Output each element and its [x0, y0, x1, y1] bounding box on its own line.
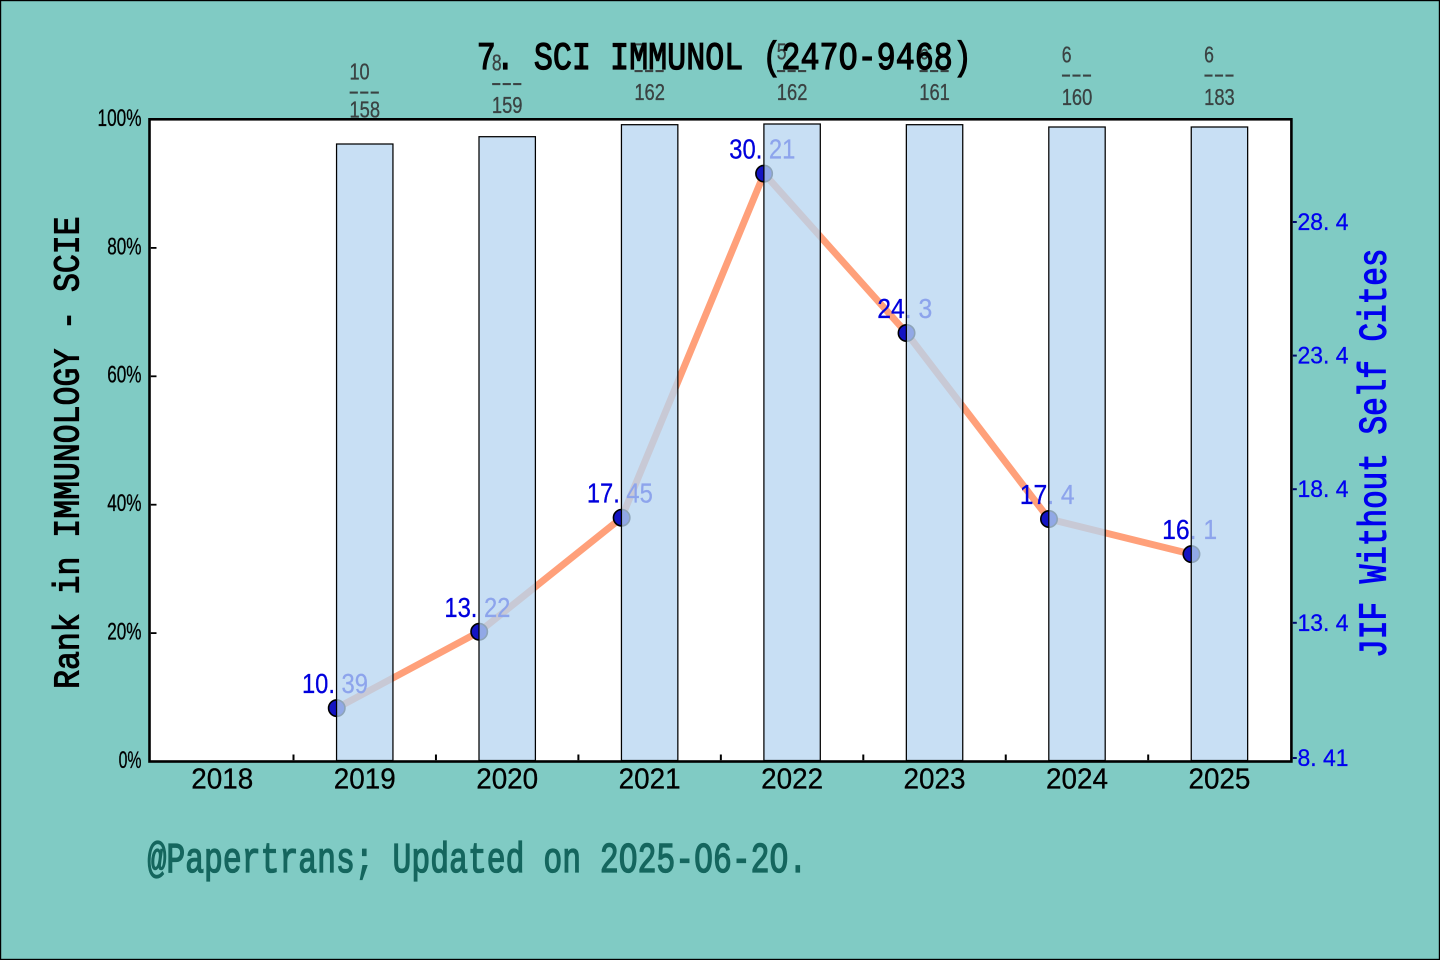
svg-text:6: 6 [1204, 42, 1214, 68]
svg-text:80%: 80% [107, 234, 141, 260]
svg-text:20%: 20% [107, 620, 141, 646]
svg-text:---: --- [633, 56, 665, 82]
svg-text:100%: 100% [98, 106, 142, 132]
svg-text:7. SCI IMMUNOL (247O-9468): 7. SCI IMMUNOL (247O-9468) [477, 36, 972, 81]
svg-text:160: 160 [1062, 84, 1093, 110]
svg-text:0%: 0% [119, 748, 142, 774]
svg-text:---: --- [491, 70, 523, 96]
svg-text:2022: 2022 [761, 764, 823, 796]
svg-text:10: 10 [349, 58, 369, 84]
svg-text:8: 8 [492, 49, 502, 75]
svg-text:18. 4: 18. 4 [1298, 476, 1349, 503]
svg-text:---: --- [776, 56, 808, 82]
svg-text:---: --- [918, 56, 950, 82]
svg-text:159: 159 [492, 92, 523, 118]
svg-text:162: 162 [777, 79, 808, 105]
svg-text:7: 7 [634, 39, 644, 65]
svg-text:JIF Without Self Cites: JIF Without Self Cites [1353, 249, 1397, 658]
svg-text:---: --- [1203, 61, 1235, 87]
svg-text:---: --- [349, 78, 381, 104]
svg-text:161: 161 [919, 79, 950, 105]
svg-text:158: 158 [349, 97, 380, 123]
svg-text:23. 4: 23. 4 [1298, 343, 1349, 370]
svg-text:2025: 2025 [1188, 764, 1250, 796]
svg-text:60%: 60% [107, 363, 141, 389]
svg-text:6: 6 [919, 39, 929, 65]
svg-text:2024: 2024 [1046, 764, 1108, 796]
svg-text:162: 162 [634, 79, 665, 105]
svg-text:2023: 2023 [904, 764, 966, 796]
svg-text:6: 6 [1062, 42, 1072, 68]
svg-text:---: --- [1061, 61, 1093, 87]
svg-text:8. 41: 8. 41 [1298, 745, 1349, 772]
svg-text:Rank in IMMUNOLOGY - SCIE: Rank in IMMUNOLOGY - SCIE [49, 216, 90, 688]
svg-text:183: 183 [1204, 84, 1235, 110]
svg-text:5: 5 [777, 39, 787, 65]
svg-text:2021: 2021 [619, 764, 681, 796]
svg-text:40%: 40% [107, 491, 141, 517]
svg-text:13. 4: 13. 4 [1298, 610, 1349, 637]
svg-text:2018: 2018 [191, 764, 253, 796]
svg-text:28. 4: 28. 4 [1298, 209, 1349, 236]
svg-text:@Papertrans; Updated on 2O25-O: @Papertrans; Updated on 2O25-O6-2O. [148, 838, 808, 886]
svg-text:2019: 2019 [334, 764, 396, 796]
svg-text:2020: 2020 [476, 764, 538, 796]
